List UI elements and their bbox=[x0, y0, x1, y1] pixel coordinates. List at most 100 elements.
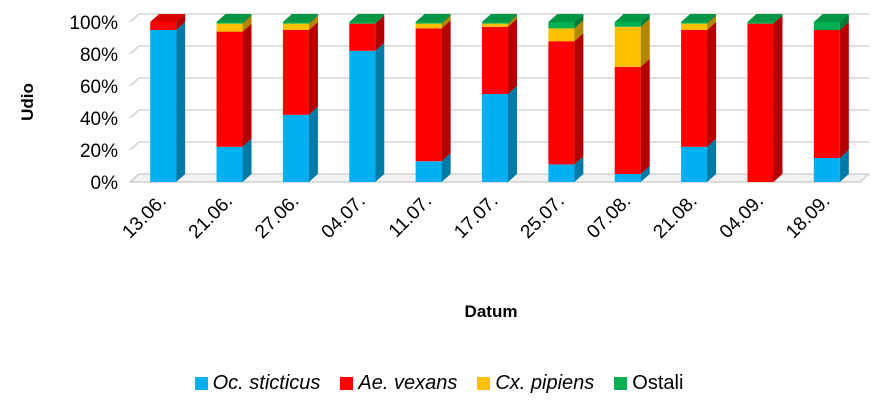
bar-segment-side bbox=[574, 20, 584, 42]
bar-segment-side bbox=[375, 42, 385, 182]
bar-segment bbox=[349, 22, 376, 24]
bar-segment bbox=[282, 22, 309, 24]
bar-segment-side bbox=[508, 86, 517, 182]
bar-segment bbox=[415, 22, 442, 24]
legend-item-0: Oc. sticticus bbox=[194, 372, 321, 395]
bar-segment bbox=[482, 94, 508, 182]
x-tick-label: 04.07. bbox=[318, 191, 370, 243]
legend-label-0: Oc. sticticus bbox=[212, 372, 321, 394]
bar-segment-side bbox=[707, 138, 717, 182]
bar-segment-side bbox=[441, 15, 451, 29]
bar-segment-top bbox=[349, 14, 385, 22]
bar-segment-side bbox=[574, 156, 584, 182]
bar-segment-side bbox=[574, 14, 584, 29]
bar-segment-side bbox=[508, 18, 517, 94]
bar-segment bbox=[482, 26, 508, 94]
bar-segment bbox=[548, 164, 575, 182]
bar-segment-side bbox=[574, 33, 584, 165]
bar-segment-side bbox=[375, 15, 385, 51]
bar-segment bbox=[415, 161, 442, 182]
bar-segment bbox=[349, 50, 376, 182]
bar-segment bbox=[216, 146, 243, 182]
bar-segment bbox=[681, 30, 708, 147]
y-tick-label: 100% bbox=[69, 13, 118, 34]
x-tick-label: 21.06. bbox=[185, 191, 237, 243]
bar-segment bbox=[282, 114, 309, 182]
bar-segment bbox=[813, 22, 840, 30]
bar-segment-top bbox=[681, 14, 717, 22]
legend-item-3: Ostali bbox=[614, 372, 683, 395]
x-tick-label: 27.06. bbox=[251, 191, 303, 243]
gridline-depth bbox=[129, 173, 140, 183]
bar-segment bbox=[282, 23, 309, 30]
bar-segment-side bbox=[508, 15, 517, 27]
gridline-depth bbox=[129, 141, 140, 151]
y-axis-title: Udio bbox=[18, 83, 37, 121]
x-tick-label: 13.06. bbox=[119, 191, 171, 243]
bar-segment-side bbox=[441, 153, 451, 182]
x-tick-label: 04.09. bbox=[716, 191, 768, 243]
bar-segment-top bbox=[482, 14, 517, 22]
bar-segment bbox=[482, 22, 508, 24]
bar-segment-side bbox=[839, 14, 849, 30]
bar-segment bbox=[681, 146, 708, 182]
x-axis-title: Datum bbox=[465, 302, 518, 321]
bar-segment bbox=[150, 30, 177, 182]
bar-segment bbox=[415, 28, 442, 162]
bar-segment-side bbox=[707, 14, 717, 24]
bar-segment-top bbox=[747, 14, 783, 22]
bar-segment bbox=[282, 30, 309, 115]
legend-item-1: Ae. vexans bbox=[340, 372, 457, 395]
bar-segment bbox=[813, 158, 840, 182]
bar-segment-side bbox=[773, 15, 783, 182]
bar-segment bbox=[548, 28, 575, 42]
legend-label-2: Cx. pipiens bbox=[495, 372, 595, 394]
bar-segment-top bbox=[614, 14, 650, 22]
bar-segment-side bbox=[773, 14, 783, 24]
bar-segment-side bbox=[308, 14, 318, 24]
gridline-depth bbox=[129, 13, 140, 23]
gridline-depth bbox=[129, 109, 140, 119]
legend-item-2: Cx. pipiens bbox=[477, 372, 594, 395]
bar-segment-top bbox=[415, 14, 451, 22]
bar-segment bbox=[150, 22, 177, 30]
bar-segment bbox=[813, 30, 840, 158]
bar-segment-side bbox=[242, 23, 252, 147]
legend-swatch-1 bbox=[340, 377, 354, 390]
x-tick-label: 17.07. bbox=[450, 191, 502, 243]
bar-segment-side bbox=[242, 138, 252, 182]
bar-segment-side bbox=[640, 18, 650, 67]
bar-segment bbox=[415, 23, 442, 29]
bar-segment bbox=[747, 23, 774, 182]
y-tick-label: 80% bbox=[80, 45, 118, 66]
x-tick-label: 07.08. bbox=[583, 191, 635, 243]
y-tick-label: 60% bbox=[80, 77, 118, 98]
y-tick-label: 0% bbox=[91, 173, 119, 194]
bar-segment bbox=[216, 31, 243, 147]
bar-segment-side bbox=[308, 22, 318, 115]
bar-segment-side bbox=[441, 20, 451, 162]
bar-segment bbox=[548, 41, 575, 165]
legend-swatch-0 bbox=[194, 377, 208, 390]
y-tick-label: 40% bbox=[80, 109, 118, 130]
bar-segment bbox=[216, 22, 243, 24]
bar-segment bbox=[681, 23, 708, 30]
bar-segment bbox=[216, 23, 243, 32]
bar-segment-side bbox=[176, 14, 186, 30]
gridline-depth bbox=[129, 77, 140, 87]
bar-segment bbox=[349, 23, 376, 51]
legend-swatch-2 bbox=[477, 377, 491, 390]
bar-segment bbox=[614, 22, 641, 27]
x-tick-label: 18.09. bbox=[782, 191, 834, 243]
bar-segment-side bbox=[640, 14, 650, 27]
bar-segment-top bbox=[150, 14, 186, 22]
legend-label-3: Ostali bbox=[632, 372, 684, 394]
bar-segment-side bbox=[707, 15, 717, 30]
bar-segment bbox=[747, 22, 774, 24]
bar-segment bbox=[614, 174, 641, 182]
legend-label-1: Ae. vexans bbox=[358, 372, 458, 394]
bar-segment-side bbox=[839, 22, 849, 158]
bar-segment bbox=[482, 23, 508, 27]
